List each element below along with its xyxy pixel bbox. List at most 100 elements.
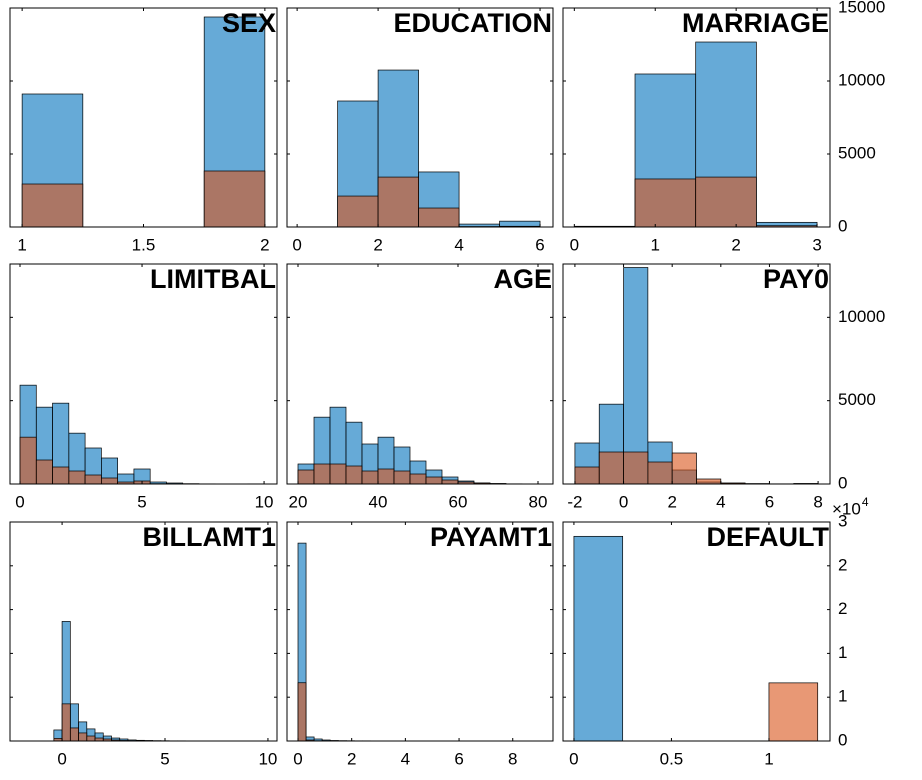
y-tick-label: 10000	[838, 70, 885, 89]
y-tick-label: 5000	[838, 390, 876, 409]
histogram-bar	[52, 466, 70, 485]
y-multiplier: ×10	[832, 499, 861, 518]
histogram-bar	[84, 474, 102, 485]
panel-title: DEFAULT	[707, 522, 830, 552]
y-tick-label: 1	[838, 687, 847, 706]
x-tick-label: 1	[651, 235, 660, 254]
histogram-bar	[696, 478, 722, 485]
x-tick-label: 80	[529, 492, 548, 511]
axes-frame	[286, 521, 554, 742]
panel-title: MARRIAGE	[682, 8, 829, 38]
histogram-bar	[69, 727, 79, 742]
x-tick-label: 4	[401, 749, 410, 768]
histogram-bar	[21, 183, 84, 228]
x-tick-label: 0.5	[660, 749, 684, 768]
histogram-bar	[19, 436, 37, 485]
x-tick-label: 8	[508, 749, 517, 768]
y-tick-label: 2	[838, 555, 847, 574]
panel-title: EDUCATION	[394, 8, 553, 38]
y-tick-label: 15000	[838, 0, 885, 16]
axes-background	[287, 522, 553, 741]
y-tick-label: 0	[838, 473, 847, 492]
x-tick-label: 10	[255, 492, 274, 511]
histogram-bar	[768, 682, 819, 742]
x-tick-label: 0	[619, 492, 628, 511]
x-tick-label: 60	[449, 492, 468, 511]
x-tick-label: 8	[813, 492, 822, 511]
y-tick-label: 10000	[838, 307, 885, 326]
y-tick-label: 2	[838, 599, 847, 618]
histogram-bar	[345, 465, 363, 485]
histogram-bar	[671, 452, 697, 485]
x-tick-label: 0	[292, 235, 301, 254]
x-tick-label: 2	[347, 749, 356, 768]
x-tick-label: 6	[454, 749, 463, 768]
histogram-bar	[203, 170, 266, 228]
axes-frame	[286, 7, 554, 228]
histogram-bar	[409, 473, 427, 485]
x-tick-label: 2	[667, 492, 676, 511]
x-tick-label: 0	[57, 749, 66, 768]
x-tick-label: 5	[160, 749, 169, 768]
histogram-bar	[61, 703, 71, 742]
x-tick-label: 4	[454, 235, 463, 254]
axes-frame	[562, 521, 831, 742]
x-tick-label: 20	[289, 492, 308, 511]
histogram-bar	[377, 176, 419, 228]
x-tick-label: 0	[293, 749, 302, 768]
histogram-bar	[574, 466, 600, 485]
histogram-bar	[634, 178, 697, 228]
y-tick-label: 0	[838, 216, 847, 235]
x-tick-label: 0	[15, 492, 24, 511]
axes-frame	[286, 263, 554, 485]
histogram-bar	[68, 470, 86, 485]
axes-frame	[562, 263, 831, 485]
histogram-bar	[623, 267, 649, 485]
histogram-bar	[573, 535, 624, 742]
x-tick-label: 1.5	[132, 235, 156, 254]
histogram-bar	[329, 463, 347, 485]
panel-title: LIMITBAL	[150, 264, 276, 294]
x-tick-label: 40	[369, 492, 388, 511]
x-tick-label: 2	[260, 235, 269, 254]
x-tick-label: -2	[567, 492, 582, 511]
x-tick-label: 1	[17, 235, 26, 254]
x-tick-label: 6	[765, 492, 774, 511]
histogram-bar	[35, 459, 53, 485]
panel-title: PAYAMT1	[430, 522, 552, 552]
x-tick-label: 0	[570, 235, 579, 254]
histogram-bar	[623, 451, 649, 485]
y-tick-label: 5000	[838, 143, 876, 162]
axes-frame	[9, 263, 278, 485]
panel-title: PAY0	[763, 264, 829, 294]
panel-title: BILLAMT1	[143, 522, 276, 552]
x-tick-label: 10	[258, 749, 277, 768]
histogram-bar	[101, 477, 118, 485]
histogram-bar	[297, 469, 315, 485]
histogram-bar	[425, 476, 443, 485]
x-tick-label: 2	[373, 235, 382, 254]
axes-background	[10, 522, 277, 741]
axes-frame	[562, 7, 831, 228]
histogram-bar	[393, 470, 411, 485]
histogram-bar	[441, 479, 459, 485]
histogram-bar	[598, 451, 624, 485]
x-tick-label: 2	[731, 235, 740, 254]
histogram-bar	[418, 207, 460, 228]
x-tick-label: 6	[535, 235, 544, 254]
axes-frame	[9, 521, 278, 742]
y-tick-label: 3	[838, 511, 847, 530]
histogram-bar	[337, 195, 379, 228]
histogram-bar	[647, 461, 673, 485]
y-multiplier-power: 4	[862, 495, 869, 509]
x-tick-label: 5	[137, 492, 146, 511]
x-tick-label: 0	[569, 749, 578, 768]
histogram-bar	[313, 463, 331, 485]
histogram-bar	[695, 176, 757, 228]
panel-title: SEX	[222, 8, 276, 38]
histogram-bar	[361, 470, 379, 485]
histogram-bar	[78, 732, 88, 742]
y-tick-label: 1	[838, 643, 847, 662]
histogram-bar	[377, 468, 395, 485]
panel-title: AGE	[493, 264, 552, 294]
